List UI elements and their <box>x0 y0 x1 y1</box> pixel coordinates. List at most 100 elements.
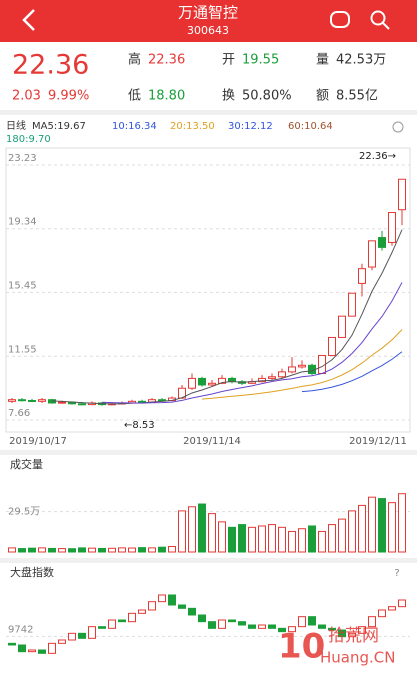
volume-bar <box>208 513 216 553</box>
field-value: 8.55亿 <box>336 89 378 104</box>
candle-body <box>188 377 196 389</box>
panel-title: 成交量 <box>10 457 43 471</box>
y-tick-label: 19.34 <box>8 217 37 228</box>
candle-body <box>378 609 386 618</box>
x-tick-label: 2019/10/17 <box>9 436 67 447</box>
watermark-name: 拾荒网 <box>328 626 379 646</box>
annotation: ←8.53 <box>124 420 155 431</box>
stock-code: 300643 <box>187 24 229 37</box>
volume-bar <box>178 510 186 553</box>
volume-bar <box>298 528 306 553</box>
tab[interactable]: 日线 <box>6 119 26 132</box>
candle-body <box>188 607 196 616</box>
volume-bar <box>28 547 36 553</box>
robot-icon[interactable] <box>330 11 350 28</box>
candle-body <box>138 400 146 403</box>
ma-label: 20:13.50 <box>170 121 215 132</box>
candle-body <box>8 399 16 402</box>
candle-body <box>38 399 46 402</box>
help-icon: ? <box>394 568 399 579</box>
candle-body <box>388 211 396 243</box>
candle-body <box>298 616 306 628</box>
volume-bar <box>238 524 246 553</box>
candle-body <box>28 400 36 403</box>
candle-body <box>78 403 86 406</box>
volume-bar <box>168 546 176 553</box>
y-tick-label: 7.66 <box>8 408 30 419</box>
volume-bar <box>188 506 196 553</box>
field-label: 换 <box>222 89 235 104</box>
volume-bar <box>148 547 156 553</box>
volume-bar <box>338 518 346 553</box>
volume-bar <box>18 548 26 553</box>
candle-body <box>78 632 86 639</box>
volume-bar <box>388 502 396 553</box>
candle-body <box>338 315 346 338</box>
divider <box>0 558 417 563</box>
volume-bar <box>88 547 96 553</box>
settings-icon[interactable] <box>392 121 404 133</box>
volume-bar <box>288 530 296 553</box>
candle-body <box>198 377 206 386</box>
candle-body <box>28 649 36 653</box>
y-tick-label: 11.55 <box>8 344 37 355</box>
candle-body <box>378 237 386 248</box>
volume-bar <box>368 496 376 553</box>
volume-bar <box>308 525 316 553</box>
candle-body <box>258 624 266 629</box>
candle-body <box>338 629 346 638</box>
candle-body <box>368 616 376 628</box>
volume-bar <box>248 526 256 553</box>
candle-body <box>348 632 356 638</box>
field-label: 量 <box>316 53 329 68</box>
field-value: 18.80 <box>148 89 185 104</box>
volume-bar <box>98 547 106 553</box>
candle-body <box>98 626 106 629</box>
ma-line <box>301 351 403 393</box>
search-icon[interactable] <box>370 10 386 26</box>
ma-label: MA5:19.67 <box>32 121 86 132</box>
field-label: 低 <box>128 89 141 104</box>
candle-body <box>138 609 146 614</box>
candle-body <box>38 649 46 654</box>
candle-body <box>198 614 206 623</box>
volume-bar <box>58 548 66 553</box>
candle-body <box>8 642 16 646</box>
volume-bar <box>328 524 336 553</box>
annotation: 22.36→ <box>359 151 396 162</box>
candle-body <box>238 621 246 626</box>
candle-body <box>368 240 376 268</box>
volume-bar <box>318 530 326 553</box>
header-bar <box>0 0 417 42</box>
ma-line <box>51 229 403 405</box>
ma-label: 60:10.64 <box>288 121 333 132</box>
volume-bar <box>218 521 226 553</box>
volume-bar <box>158 546 166 553</box>
candle-body <box>328 336 336 356</box>
volume-bar <box>128 547 136 553</box>
ma-label: 180:9.70 <box>6 134 51 145</box>
candle-body <box>258 377 266 383</box>
volume-bar <box>108 547 116 553</box>
volume-bar <box>138 547 146 553</box>
candle-body <box>128 612 136 623</box>
back-button[interactable] <box>22 9 35 31</box>
field-label: 高 <box>128 52 141 68</box>
volume-bar <box>398 493 406 553</box>
volume-bar <box>118 547 126 553</box>
volume-bar <box>68 548 76 553</box>
volume-bar <box>278 526 286 553</box>
volume-bar <box>348 510 356 553</box>
divider <box>0 450 417 455</box>
ma-line <box>201 329 403 400</box>
candle-body <box>118 619 126 623</box>
field-label: 开 <box>222 53 235 68</box>
field-value: 42.53万 <box>336 53 386 68</box>
volume-bar <box>228 526 236 553</box>
y-tick-label: 23.23 <box>8 153 37 164</box>
candle-body <box>388 606 396 611</box>
candle-body <box>158 399 166 402</box>
candle-body <box>268 624 276 629</box>
x-tick-label: 2019/12/11 <box>349 436 407 447</box>
